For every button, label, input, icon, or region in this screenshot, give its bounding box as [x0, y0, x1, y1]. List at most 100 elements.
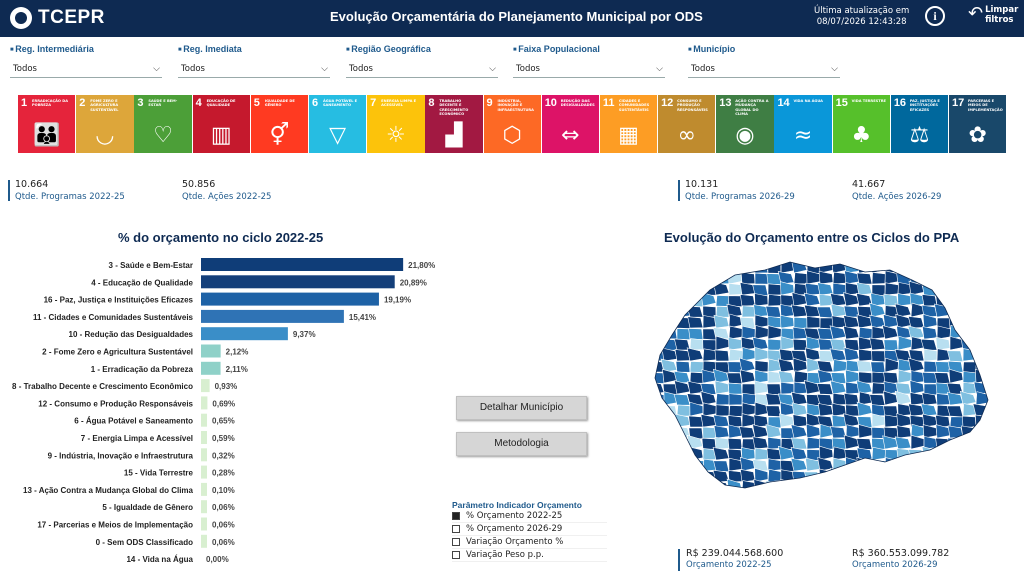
municipality[interactable] [831, 259, 847, 274]
municipality[interactable] [688, 446, 704, 461]
municipality[interactable] [937, 493, 951, 500]
filter-dropdown[interactable]: Todos ⌵ [10, 62, 162, 78]
municipality[interactable] [949, 271, 964, 285]
municipality[interactable] [790, 447, 808, 461]
municipality[interactable] [794, 492, 807, 500]
municipality[interactable] [676, 404, 692, 417]
municipality[interactable] [882, 261, 899, 274]
municipality[interactable] [817, 282, 834, 296]
municipality[interactable] [896, 493, 911, 500]
municipality[interactable] [947, 350, 964, 363]
municipality[interactable] [651, 327, 665, 340]
municipality[interactable] [728, 283, 743, 296]
municipality[interactable] [830, 338, 847, 351]
municipality[interactable] [689, 470, 704, 483]
municipality[interactable] [935, 336, 951, 351]
municipality[interactable] [713, 425, 730, 439]
municipality[interactable] [674, 492, 690, 500]
municipality[interactable] [650, 402, 665, 417]
municipality[interactable] [688, 492, 703, 500]
municipality[interactable] [790, 424, 808, 439]
municipality[interactable] [715, 404, 730, 417]
municipality[interactable] [922, 424, 938, 439]
municipality[interactable] [959, 326, 977, 340]
municipality[interactable] [922, 459, 938, 472]
municipality[interactable] [650, 434, 665, 450]
municipality[interactable] [714, 262, 730, 274]
municipality[interactable] [963, 491, 977, 500]
municipality[interactable] [949, 491, 963, 500]
parameter-option[interactable]: Variação Orçamento % [452, 536, 607, 549]
ods-tile-10[interactable]: 10 Redução das desigualdades ⇔ [541, 95, 600, 153]
municipality[interactable] [986, 447, 990, 461]
bar[interactable] [201, 327, 288, 341]
municipality[interactable] [858, 371, 873, 384]
municipality[interactable] [650, 412, 665, 428]
municipality[interactable] [752, 284, 769, 297]
municipality[interactable] [856, 282, 873, 296]
municipality[interactable] [714, 380, 730, 395]
municipality[interactable] [767, 468, 783, 483]
municipality[interactable] [702, 426, 717, 439]
municipality[interactable] [843, 434, 860, 450]
municipality[interactable] [869, 302, 886, 318]
municipality[interactable] [767, 283, 782, 296]
municipality[interactable] [935, 250, 951, 263]
municipality[interactable] [816, 481, 834, 493]
municipality[interactable] [946, 304, 964, 318]
municipality[interactable] [689, 338, 705, 351]
municipality[interactable] [989, 404, 990, 416]
bar[interactable] [201, 431, 207, 444]
bar[interactable] [201, 448, 207, 462]
municipality[interactable] [830, 467, 847, 483]
municipality[interactable] [660, 468, 678, 483]
municipality[interactable] [922, 250, 938, 263]
municipality[interactable] [688, 415, 704, 428]
municipality[interactable] [856, 401, 873, 417]
municipality[interactable] [921, 271, 938, 285]
municipality[interactable] [923, 348, 938, 362]
municipality[interactable] [790, 259, 808, 274]
municipality[interactable] [727, 361, 743, 374]
municipality[interactable] [869, 337, 886, 351]
municipality[interactable] [894, 482, 912, 494]
municipality[interactable] [870, 361, 886, 374]
municipality[interactable] [686, 480, 704, 493]
bar[interactable] [201, 379, 210, 393]
municipality[interactable] [832, 491, 846, 500]
municipality[interactable] [673, 252, 691, 263]
ods-tile-9[interactable]: 9 Indústria, inovação e infraestrutura ⬡ [483, 95, 541, 153]
municipality[interactable] [752, 250, 769, 263]
municipality[interactable] [780, 250, 795, 263]
municipality[interactable] [884, 414, 899, 428]
municipality[interactable] [949, 446, 964, 461]
municipality[interactable] [650, 490, 664, 500]
ods-tile-7[interactable]: 7 Energia limpa e acessível ☼ [367, 95, 425, 153]
municipality[interactable] [703, 490, 716, 500]
municipality[interactable] [989, 481, 990, 493]
municipality[interactable] [897, 456, 913, 472]
bar[interactable] [201, 275, 395, 289]
municipality[interactable] [869, 481, 886, 493]
municipality[interactable] [650, 424, 665, 439]
municipality[interactable] [729, 493, 743, 500]
municipality[interactable] [975, 292, 989, 307]
ods-tile-11[interactable]: 11 Cidades e comunidades sustentáveis ▦ [599, 95, 658, 153]
municipality[interactable] [768, 491, 781, 500]
municipality[interactable] [728, 393, 743, 406]
municipality[interactable] [700, 383, 717, 395]
municipality[interactable] [986, 372, 990, 384]
municipality[interactable] [740, 468, 756, 483]
municipality[interactable] [858, 250, 873, 263]
ods-tile-14[interactable]: 14 Vida na água ≈ [774, 95, 832, 153]
municipality[interactable] [843, 325, 860, 340]
municipality[interactable] [989, 261, 990, 273]
municipality[interactable] [910, 260, 925, 274]
municipality[interactable] [923, 262, 938, 274]
municipality[interactable] [727, 336, 743, 351]
municipality[interactable] [897, 369, 912, 384]
bar[interactable] [201, 361, 221, 375]
municipality[interactable] [829, 252, 847, 264]
municipality[interactable] [871, 250, 886, 263]
municipality[interactable] [974, 336, 989, 351]
